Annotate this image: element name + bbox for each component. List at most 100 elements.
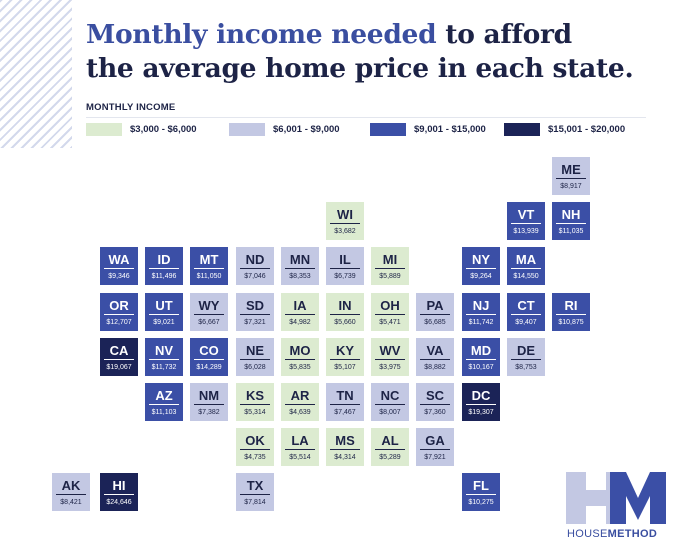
state-tile-mt: MT $11,050 [190,247,228,285]
state-tile-nm: NM $7,382 [190,383,228,421]
state-abbr: NM [194,388,224,405]
state-tile-in: IN $5,660 [326,293,364,331]
state-value: $5,889 [379,273,401,280]
state-value: $6,685 [424,319,446,326]
title-rest: to afford [436,19,572,50]
state-tile-ms: MS $4,314 [326,428,364,466]
state-abbr: NH [556,207,586,224]
legend-label: $9,001 - $15,000 [414,124,486,135]
state-abbr: AZ [149,388,179,405]
state-value: $8,882 [424,364,446,371]
state-tile-il: IL $6,739 [326,247,364,285]
state-abbr: MI [375,252,405,269]
state-value: $11,103 [151,409,177,416]
legend-item: $3,000 - $6,000 [86,123,197,136]
state-value: $9,407 [515,319,537,326]
state-abbr: NC [375,388,405,405]
state-value: $5,835 [289,364,311,371]
state-tile-la: LA $5,514 [281,428,319,466]
state-abbr: LA [285,433,315,450]
state-value: $19,307 [468,409,494,416]
chart-title: Monthly income needed to afford the aver… [86,18,666,86]
legend-item: $9,001 - $15,000 [370,123,486,136]
state-value: $7,467 [334,409,356,416]
state-value: $4,735 [244,454,266,461]
state-tile-nd: ND $7,046 [236,247,274,285]
state-value: $10,875 [558,319,584,326]
state-abbr: MT [194,252,224,269]
state-tile-co: CO $14,289 [190,338,228,376]
state-tile-az: AZ $11,103 [145,383,183,421]
state-tile-ne: NE $6,028 [236,338,274,376]
logo-text-light: HOUSE [567,528,608,540]
state-abbr: AK [56,478,86,495]
state-tile-ny: NY $9,264 [462,247,500,285]
state-tile-id: ID $11,496 [145,247,183,285]
state-abbr: TN [330,388,360,405]
state-value: $13,939 [513,228,539,235]
state-tile-de: DE $8,753 [507,338,545,376]
state-tile-ga: GA $7,921 [416,428,454,466]
legend-item: $6,001 - $9,000 [229,123,340,136]
legend-title: MONTHLY INCOME [86,102,646,118]
state-abbr: DE [511,343,541,360]
state-tile-mn: MN $8,353 [281,247,319,285]
state-tile-oh: OH $5,471 [371,293,409,331]
state-value: $6,667 [198,319,220,326]
state-abbr: RI [556,298,586,315]
state-abbr: PA [420,298,450,315]
state-abbr: OK [240,433,270,450]
state-abbr: SC [420,388,450,405]
state-value: $7,046 [244,273,266,280]
state-abbr: NV [149,343,179,360]
state-tile-al: AL $5,289 [371,428,409,466]
state-abbr: IN [330,298,360,315]
state-value: $7,321 [244,319,266,326]
state-abbr: VA [420,343,450,360]
state-tile-nv: NV $11,732 [145,338,183,376]
state-value: $5,660 [334,319,356,326]
state-value: $5,289 [379,454,401,461]
state-abbr: AL [375,433,405,450]
state-tile-md: MD $10,167 [462,338,500,376]
state-abbr: MD [466,343,496,360]
state-value: $9,021 [153,319,175,326]
state-abbr: GA [420,433,450,450]
state-value: $3,682 [334,228,356,235]
state-value: $11,050 [196,273,222,280]
state-abbr: ID [149,252,179,269]
state-tile-tx: TX $7,814 [236,473,274,511]
legend-label: $6,001 - $9,000 [273,124,340,135]
state-tile-sc: SC $7,360 [416,383,454,421]
state-abbr: OR [104,298,134,315]
state-value: $3,975 [379,364,401,371]
state-abbr: WI [330,207,360,224]
state-value: $5,471 [379,319,401,326]
state-value: $9,346 [108,273,130,280]
state-value: $14,550 [513,273,539,280]
state-tile-wi: WI $3,682 [326,202,364,240]
state-value: $8,007 [379,409,401,416]
state-abbr: FL [466,478,496,495]
state-tile-ca: CA $19,067 [100,338,138,376]
state-value: $19,067 [106,364,132,371]
state-tile-ia: IA $4,982 [281,293,319,331]
logo-wordmark: HOUSEMETHOD [567,528,667,540]
state-tile-ky: KY $5,107 [326,338,364,376]
state-tile-ct: CT $9,407 [507,293,545,331]
state-tile-sd: SD $7,321 [236,293,274,331]
state-abbr: NE [240,343,270,360]
state-abbr: ND [240,252,270,269]
state-value: $8,421 [60,499,82,506]
state-tile-or: OR $12,707 [100,293,138,331]
state-value: $24,646 [106,499,132,506]
state-value: $4,314 [334,454,356,461]
state-tile-va: VA $8,882 [416,338,454,376]
state-tile-ar: AR $4,639 [281,383,319,421]
state-tile-ok: OK $4,735 [236,428,274,466]
state-value: $4,982 [289,319,311,326]
state-abbr: CA [104,343,134,360]
state-value: $4,639 [289,409,311,416]
state-tile-fl: FL $10,275 [462,473,500,511]
